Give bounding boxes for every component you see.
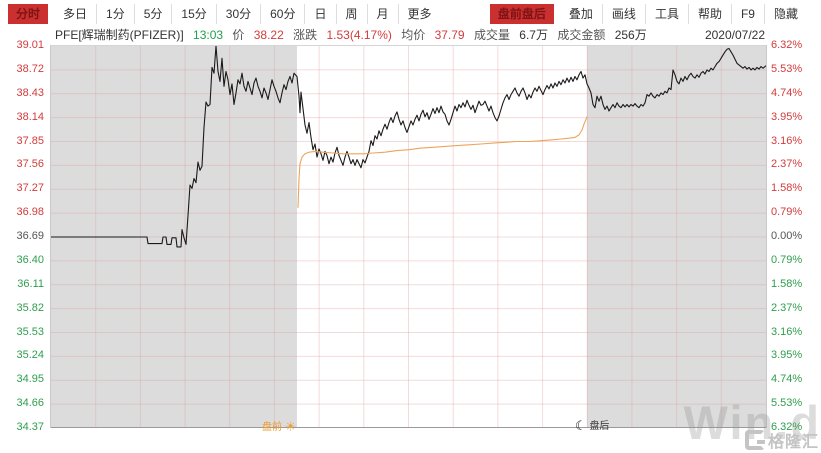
percent-tick-8: 0.00% — [771, 230, 803, 242]
price-value: 38.22 — [253, 28, 284, 42]
moon-icon: ☾ — [575, 418, 587, 433]
period-tab-4[interactable]: 15分 — [172, 3, 217, 24]
change-label: 涨跌 — [293, 28, 318, 42]
session-bg-2 — [587, 46, 766, 428]
quote-time: 13:03 — [193, 28, 224, 42]
tool-menu: 盘前盘后 叠加 画线 工具 帮助 F9 隐藏 — [489, 0, 807, 27]
tool-item-3[interactable]: 工具 — [646, 3, 689, 24]
percent-tick-0: 6.32% — [771, 39, 803, 51]
percent-tick-9: 0.79% — [771, 253, 803, 266]
volume-value: 6.7万 — [519, 28, 548, 42]
tool-item-0[interactable]: 盘前盘后 — [489, 3, 554, 24]
percent-tick-7: 0.79% — [771, 206, 803, 219]
after-hours-label: 盘后 — [589, 421, 610, 432]
percent-tick-6: 1.58% — [771, 182, 803, 195]
percent-tick-13: 3.95% — [771, 349, 803, 362]
after-hours-marker: ☾ 盘后 — [575, 418, 610, 433]
period-tab-9[interactable]: 月 — [368, 3, 399, 24]
percent-tick-5: 2.37% — [771, 158, 803, 171]
price-tick-15: 34.66 — [16, 397, 44, 410]
change-value: 1.53(4.17%) — [326, 28, 392, 42]
period-tab-7[interactable]: 日 — [305, 3, 337, 24]
percent-tick-11: 2.37% — [771, 301, 803, 314]
period-tab-10[interactable]: 更多 — [407, 6, 432, 21]
price-tick-2: 38.43 — [16, 86, 44, 99]
turnover-value: 256万 — [614, 28, 647, 42]
pre-market-marker: 盘前 ☀ — [262, 419, 297, 434]
price-tick-5: 37.56 — [16, 158, 44, 171]
percent-tick-2: 4.74% — [771, 86, 803, 99]
percent-tick-10: 1.58% — [771, 277, 803, 290]
price-tick-4: 37.85 — [16, 134, 44, 147]
gelonghui-g-icon — [744, 430, 765, 450]
turnover-label: 成交金额 — [557, 28, 606, 42]
price-tick-7: 36.98 — [16, 206, 44, 219]
price-tick-1: 38.72 — [16, 62, 44, 75]
price-tick-6: 37.27 — [16, 182, 44, 195]
price-tick-8: 36.69 — [16, 230, 44, 242]
gelonghui-logo: 格隆汇 — [744, 427, 819, 453]
percent-tick-3: 3.95% — [771, 110, 803, 123]
price-tick-11: 35.82 — [16, 301, 44, 314]
wind-watermark: Win.d — [683, 396, 821, 449]
period-tab-0[interactable]: 分时 — [8, 3, 49, 24]
percent-tick-16: 6.32% — [771, 421, 803, 433]
price-tick-13: 35.24 — [16, 349, 44, 362]
sun-icon: ☀ — [284, 419, 297, 434]
percent-tick-12: 3.16% — [771, 325, 803, 338]
period-tab-2[interactable]: 1分 — [97, 3, 135, 24]
percent-tick-14: 4.74% — [771, 373, 803, 386]
period-tab-8[interactable]: 周 — [337, 3, 368, 24]
period-tab-1[interactable]: 多日 — [54, 3, 98, 24]
period-tab-6[interactable]: 60分 — [261, 3, 306, 24]
quote-info-left: PFE[辉瑞制药(PFIZER)] 13:03 价 38.22 涨跌 1.53(… — [55, 27, 653, 43]
top-toolbar: 分时 多日 1分 5分 15分 30分 60分日周月更多 盘前盘后 叠加 画线 工具 帮助 F9 隐藏 — [0, 0, 821, 27]
price-line — [51, 46, 766, 248]
symbol-name: PFE[辉瑞制药(PFIZER)] — [55, 28, 184, 42]
tool-item-6[interactable]: 隐藏 — [773, 6, 798, 21]
tool-item-1[interactable]: 叠加 — [560, 3, 603, 24]
price-label: 价 — [232, 28, 245, 42]
percent-tick-4: 3.16% — [771, 134, 803, 147]
price-tick-14: 34.95 — [16, 373, 44, 386]
percent-tick-15: 5.53% — [771, 397, 803, 410]
avg-price-line — [297, 116, 588, 208]
tool-item-4[interactable]: 帮助 — [689, 3, 732, 24]
period-tab-5[interactable]: 30分 — [217, 3, 262, 24]
tool-item-2[interactable]: 画线 — [603, 3, 646, 24]
price-chart-canvas[interactable] — [51, 46, 766, 428]
period-tab-3[interactable]: 5分 — [135, 3, 173, 24]
price-tick-0: 39.01 — [16, 39, 44, 51]
period-tabs: 分时 多日 1分 5分 15分 30分 60分日周月更多 — [8, 0, 441, 27]
quote-date: 2020/07/22 — [704, 28, 765, 42]
volume-label: 成交量 — [473, 28, 510, 42]
percent-tick-1: 5.53% — [771, 62, 803, 75]
price-tick-3: 38.14 — [16, 110, 44, 123]
quote-info-bar: PFE[辉瑞制药(PFIZER)] 13:03 价 38.22 涨跌 1.53(… — [0, 27, 821, 45]
price-tick-12: 35.53 — [16, 325, 44, 338]
pre-market-label: 盘前 — [262, 422, 282, 433]
avg-value: 37.79 — [434, 28, 465, 42]
intraday-chart[interactable]: Win.d — [50, 45, 819, 449]
price-tick-16: 34.37 — [16, 421, 44, 433]
avg-label: 均价 — [401, 28, 426, 42]
tool-item-5[interactable]: F9 — [732, 3, 765, 24]
price-tick-10: 36.11 — [17, 277, 44, 290]
gelonghui-text: 格隆汇 — [767, 434, 819, 451]
price-tick-9: 36.40 — [16, 253, 44, 266]
